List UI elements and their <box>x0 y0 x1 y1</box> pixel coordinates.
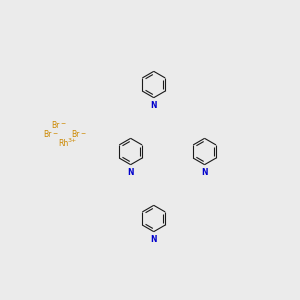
Text: N: N <box>128 168 134 177</box>
Text: N: N <box>201 168 208 177</box>
Text: Br: Br <box>43 130 52 140</box>
Text: Br: Br <box>72 130 80 140</box>
Text: N: N <box>151 100 157 109</box>
Text: N: N <box>151 235 157 244</box>
Text: Br: Br <box>52 121 60 130</box>
Text: −: − <box>60 121 66 126</box>
Text: −: − <box>80 130 86 135</box>
Text: Rh: Rh <box>58 139 68 148</box>
Text: −: − <box>52 130 57 135</box>
Text: 3+: 3+ <box>67 138 76 143</box>
